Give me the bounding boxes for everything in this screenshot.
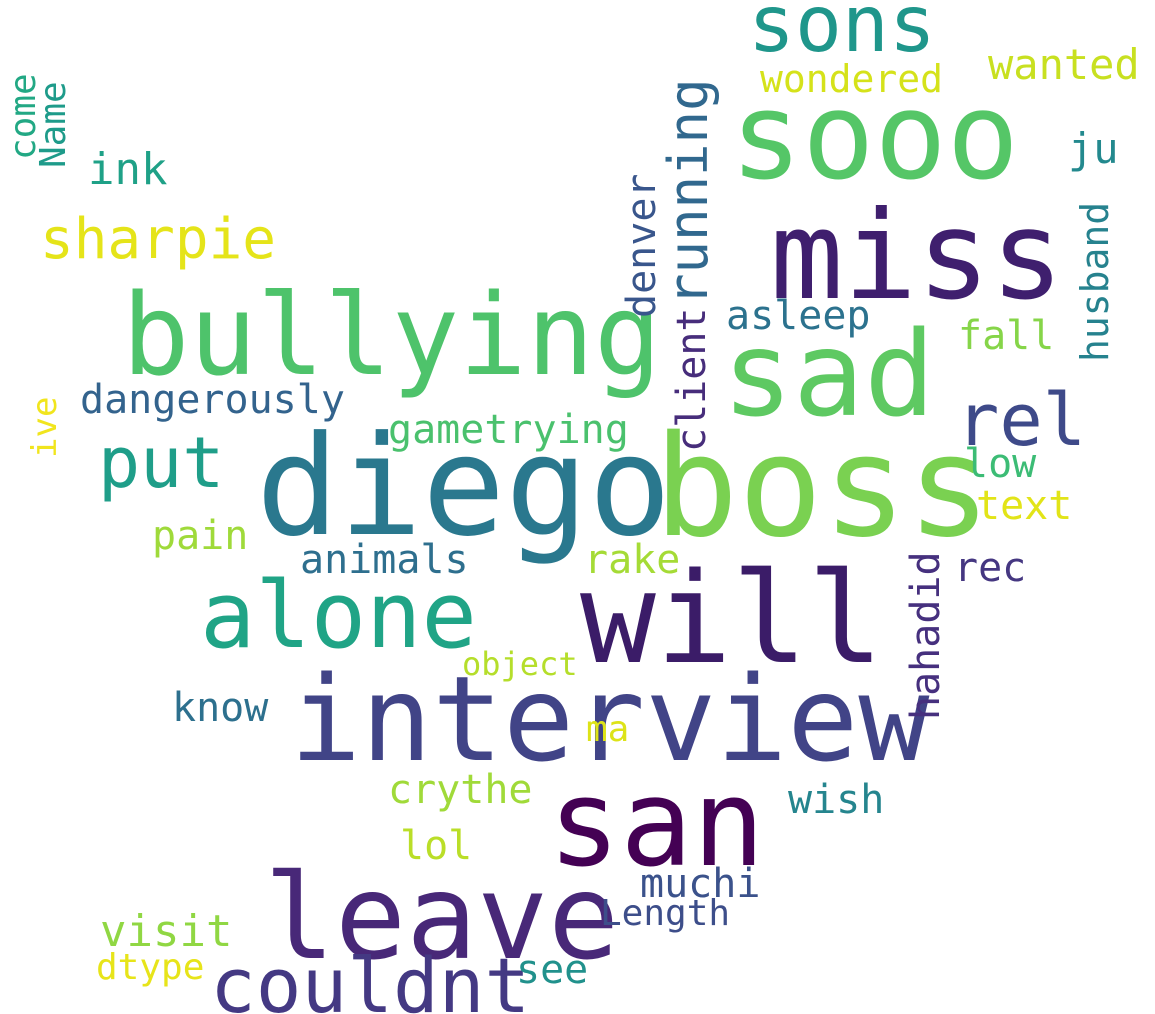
word-will: will	[580, 545, 884, 692]
word-boss: boss	[654, 406, 992, 569]
word-sharpie: sharpie	[40, 207, 277, 272]
word-alone: alone	[200, 562, 477, 669]
word-rake: rake	[584, 537, 681, 583]
word-low: low	[964, 441, 1037, 487]
word-dtype: dtype	[96, 947, 205, 988]
word-wanted: wanted	[988, 40, 1140, 89]
word-miss: miss	[770, 185, 1064, 327]
word-ma: ma	[586, 709, 630, 750]
word-see: see	[516, 947, 589, 993]
word-object: object	[462, 645, 578, 683]
word-length: Length	[600, 893, 731, 934]
word-lol: lol	[400, 823, 473, 869]
word-animals: animals	[300, 537, 469, 583]
word-running: running	[657, 78, 720, 306]
word-know: know	[172, 685, 269, 731]
word-husband: husband	[1073, 201, 1117, 362]
word-ive: ive	[25, 396, 65, 458]
word-dangerously: dangerously	[80, 377, 345, 423]
word-wish: wish	[788, 777, 885, 823]
word-pain: pain	[152, 513, 249, 559]
word-bullying: bullying	[122, 271, 662, 401]
word-rel: rel	[956, 378, 1087, 462]
word-text: text	[976, 483, 1073, 529]
word-san: san	[548, 755, 765, 894]
word-sad: sad	[722, 305, 936, 443]
word-sooo: sooo	[730, 68, 1019, 207]
word-name: Name	[33, 81, 74, 168]
word-denver: denver	[619, 173, 665, 319]
word-wondered: wondered	[760, 57, 944, 101]
word-gametrying: gametrying	[388, 407, 629, 453]
word-interview: interview	[290, 650, 930, 788]
word-put: put	[98, 422, 225, 504]
word-ju: ju	[1068, 124, 1119, 173]
word-sons: sons	[748, 0, 936, 70]
word-leave: leave	[264, 848, 620, 986]
word-asleep: asleep	[726, 293, 871, 339]
word-visit: visit	[100, 906, 233, 957]
word-rec: rec	[954, 545, 1027, 591]
word-client: client	[669, 307, 715, 453]
word-fall: fall	[958, 313, 1055, 359]
word-crythe: crythe	[388, 767, 533, 813]
word-hahadid: hahadid	[903, 551, 949, 720]
word-couldnt: couldnt	[210, 941, 531, 1014]
word-diego: diego	[256, 406, 672, 567]
word-muchi: muchi	[640, 861, 761, 907]
word-ink: ink	[88, 144, 168, 195]
